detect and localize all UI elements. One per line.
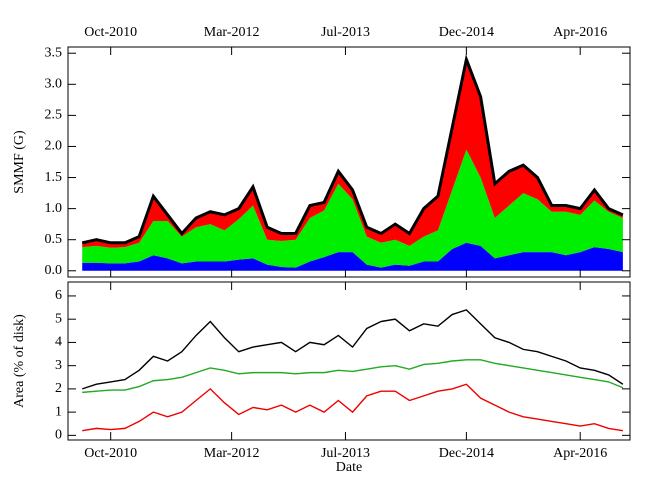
x-axis-label: Date xyxy=(336,460,362,475)
x-tick-label: Mar-2012 xyxy=(204,25,260,40)
y-tick-label: 1.5 xyxy=(45,170,63,185)
x-tick-label: Apr-2016 xyxy=(553,446,607,461)
y-tick-label: 3 xyxy=(55,358,62,373)
y-axis-label: SMMF (G) xyxy=(12,130,27,194)
y-tick-label: 1 xyxy=(55,404,62,419)
y-axis-label: Area (% of disk) xyxy=(12,314,27,408)
y-tick-label: 0 xyxy=(55,428,62,443)
y-tick-label: 1.0 xyxy=(45,201,63,216)
y-tick-label: 0.5 xyxy=(45,232,63,247)
stacked-area xyxy=(82,149,623,268)
y-tick-label: 3.5 xyxy=(45,45,63,60)
y-tick-label: 3.0 xyxy=(45,77,63,92)
x-tick-label: Apr-2016 xyxy=(553,25,607,40)
x-tick-label: Jul-2013 xyxy=(321,25,370,40)
x-tick-label: Oct-2010 xyxy=(84,25,137,40)
plot-frame xyxy=(67,281,631,441)
y-tick-label: 2.5 xyxy=(45,108,63,123)
plot-frame xyxy=(67,46,631,278)
x-tick-label: Dec-2014 xyxy=(439,25,494,40)
y-tick-label: 2 xyxy=(55,381,62,396)
y-tick-label: 2.0 xyxy=(45,139,63,154)
x-tick-label: Dec-2014 xyxy=(439,446,494,461)
x-tick-label: Oct-2010 xyxy=(84,446,137,461)
x-tick-label: Mar-2012 xyxy=(204,446,260,461)
line xyxy=(82,309,624,390)
y-tick-label: 6 xyxy=(55,288,62,303)
total-outline xyxy=(81,54,624,245)
line xyxy=(82,359,624,394)
y-tick-label: 4 xyxy=(55,335,62,350)
x-tick-label: Jul-2013 xyxy=(321,446,370,461)
y-tick-label: 5 xyxy=(55,311,62,326)
line xyxy=(82,383,623,432)
stacked-area xyxy=(82,242,623,271)
y-tick-label: 0.0 xyxy=(45,263,63,278)
